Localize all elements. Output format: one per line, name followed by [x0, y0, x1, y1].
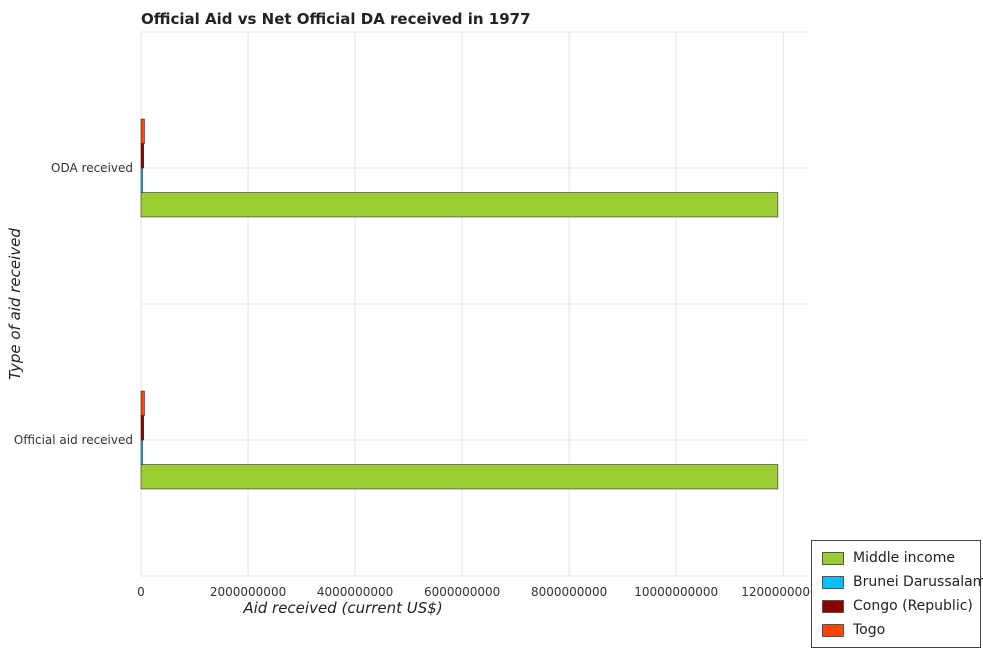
y-tick-labels: Official aid received ODA received: [14, 161, 133, 447]
bar-togo-official-aid-received: [140, 390, 145, 416]
bar-middle-income-official-aid-received: [140, 464, 779, 490]
legend-label-congo-republic: Congo (Republic): [853, 598, 973, 614]
x-tick-label: 10000000000: [634, 585, 718, 599]
bar-congo-republic-official-aid-received: [140, 415, 144, 441]
x-tick-label: 6000000000: [424, 585, 500, 599]
legend-label-middle-income: Middle income: [853, 550, 955, 566]
legend-swatch-congo-republic: [822, 599, 844, 613]
bar-brunei-darussalam-official-aid-received: [140, 439, 143, 465]
legend-swatch-brunei-darussalam: [822, 575, 844, 589]
x-tick-label: 8000000000: [531, 585, 607, 599]
legend-swatch-togo: [822, 623, 844, 637]
legend-label-brunei-darussalam: Brunei Darussalam: [853, 574, 983, 590]
legend-label-togo: Togo: [853, 622, 886, 638]
bar-middle-income-oda-received: [140, 192, 779, 218]
y-axis-label: Type of aid received: [6, 228, 24, 380]
legend-item-brunei-darussalam: Brunei Darussalam: [822, 573, 983, 591]
legend-item-middle-income: Middle income: [822, 549, 955, 567]
x-tick-label: 0: [137, 585, 145, 599]
y-tick-label: ODA received: [51, 161, 133, 175]
bars: [140, 118, 779, 490]
bar-congo-republic-oda-received: [140, 143, 144, 169]
x-tick-label: 2000000000: [210, 585, 286, 599]
legend-item-togo: Togo: [822, 621, 885, 639]
x-tick-label: 12000000000: [741, 585, 825, 599]
legend-item-congo-republic: Congo (Republic): [822, 597, 973, 615]
legend-swatch-middle-income: [822, 551, 844, 565]
bar-togo-oda-received: [140, 118, 145, 144]
x-tick-labels: 0 2000000000 4000000000 6000000000 800000000…: [137, 585, 825, 599]
y-tick-label: Official aid received: [14, 433, 133, 447]
legend: Middle income Brunei Darussalam Congo (R…: [811, 540, 983, 648]
x-axis-label: Aid received (current US$): [242, 599, 442, 617]
x-tick-label: 4000000000: [317, 585, 393, 599]
bar-brunei-darussalam-oda-received: [140, 167, 143, 193]
chart-title: Official Aid vs Net Official DA received…: [141, 10, 531, 28]
